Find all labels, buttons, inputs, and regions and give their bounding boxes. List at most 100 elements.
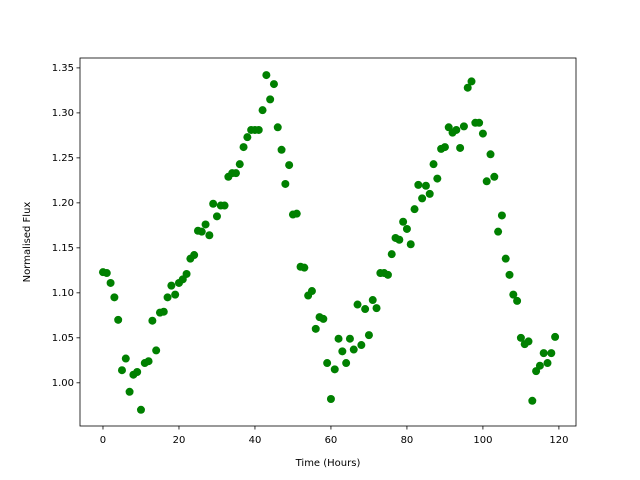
x-tick-label: 100 [473,435,492,446]
data-point [285,161,294,170]
data-point [201,220,210,229]
data-point [205,231,214,240]
y-tick-label: 1.00 [52,378,74,389]
data-point [330,365,339,374]
data-point [277,145,286,154]
data-point [342,359,351,368]
data-point [281,179,290,188]
data-point [482,177,491,186]
data-point [387,250,396,259]
plot-frame [79,57,577,427]
data-point [197,227,206,236]
data-point [136,405,145,414]
data-point [516,333,525,342]
data-point [353,300,362,309]
data-point [323,359,332,368]
data-point [475,118,484,127]
data-point [383,270,392,279]
data-point [433,174,442,183]
data-point [148,316,157,325]
data-point [273,123,282,132]
data-point [269,80,278,89]
data-point [300,263,309,272]
data-point [368,296,377,305]
x-tick-label: 80 [401,435,414,446]
data-point [266,95,275,104]
data-point [456,143,465,152]
x-tick-label: 0 [100,435,106,446]
y-tick-label: 1.30 [52,108,74,119]
data-point [114,315,123,324]
data-point [467,77,476,86]
data-point [338,347,347,356]
data-point [307,287,316,296]
data-point [326,395,335,404]
data-point [152,346,161,355]
data-point [509,290,518,299]
y-tick-label: 1.35 [52,63,74,74]
data-point [231,169,240,178]
data-point [425,189,434,198]
data-point [311,324,320,333]
y-tick-label: 1.20 [52,198,74,209]
data-point [395,235,404,244]
data-point [402,224,411,233]
x-axis-label: Time (Hours) [295,458,361,469]
y-tick-label: 1.15 [52,243,74,254]
data-point [459,122,468,131]
data-point [167,281,176,290]
data-point [163,293,172,302]
data-point [117,366,126,375]
data-point [239,143,248,152]
data-point [543,359,552,368]
data-point [497,211,506,220]
y-tick-label: 1.10 [52,288,74,299]
x-tick-label: 120 [549,435,568,446]
data-point [505,270,514,279]
data-point [121,354,130,363]
data-point [361,305,370,314]
data-point [133,368,142,377]
data-point [535,361,544,370]
data-point [159,307,168,316]
data-point [414,180,423,189]
data-point [494,227,503,236]
data-point [528,396,537,405]
data-point [235,160,244,169]
data-point [410,205,419,214]
data-point [349,345,358,354]
data-point [125,387,134,396]
data-point [254,125,263,134]
data-point [490,172,499,181]
x-tick-label: 60 [325,435,338,446]
data-point [551,332,560,341]
data-point [258,106,267,115]
data-point [440,143,449,152]
data-point [171,290,180,299]
y-tick-label: 1.25 [52,153,74,164]
data-point [399,217,408,226]
data-point [429,160,438,169]
data-point [364,331,373,340]
data-point [357,341,366,350]
data-point [478,129,487,138]
data-point [106,278,115,287]
data-point [209,199,218,208]
data-point [110,293,119,302]
y-tick-label: 1.05 [52,333,74,344]
y-axis-label: Normalised Flux [22,202,33,283]
data-point [220,201,229,210]
data-point [418,194,427,203]
data-point [501,254,510,263]
data-point [486,150,495,159]
data-point [539,349,548,358]
data-point [319,314,328,323]
x-tick-label: 20 [173,435,186,446]
data-point [406,240,415,249]
data-point [513,296,522,305]
data-point [421,181,430,190]
data-point [262,71,271,80]
x-tick-label: 40 [249,435,262,446]
